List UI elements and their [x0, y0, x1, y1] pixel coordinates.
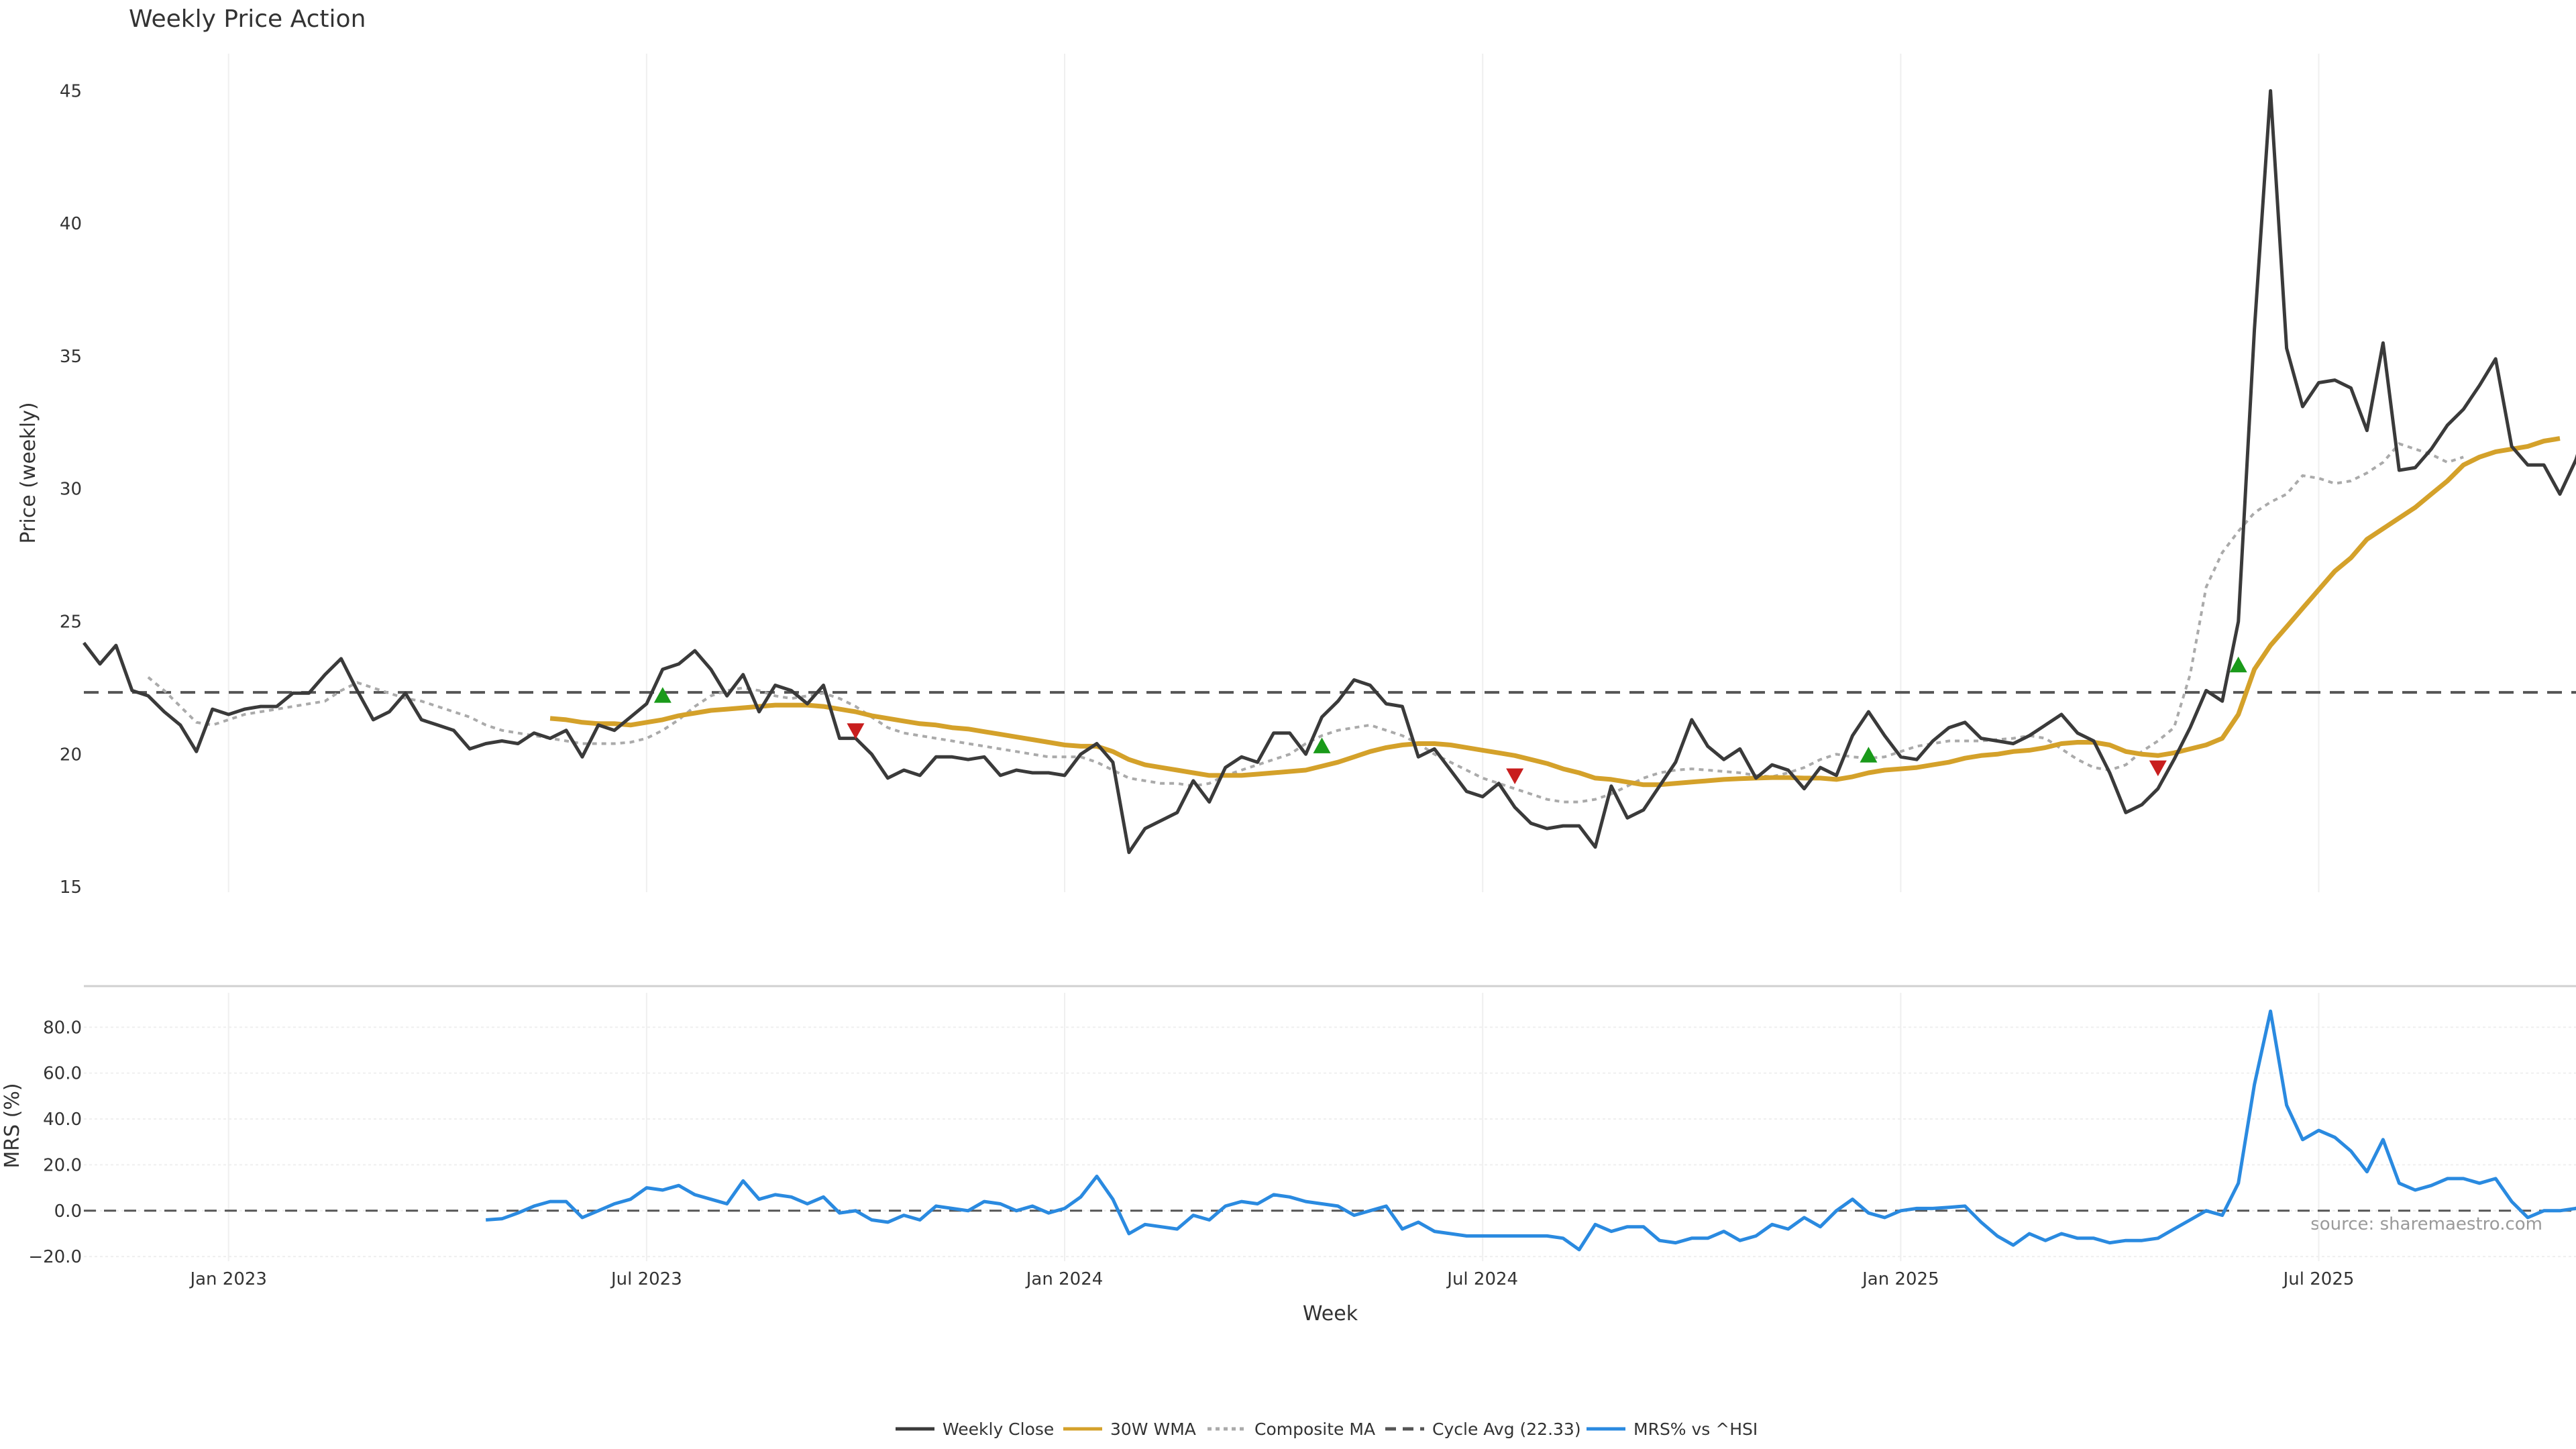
- legend-item: 30W WMA: [1063, 1419, 1196, 1439]
- signal-up-marker: [2229, 656, 2247, 673]
- mrs-axis-label: MRS (%): [1, 1083, 24, 1168]
- signal-down-marker: [847, 723, 865, 739]
- x-tick-label: Jul 2024: [1446, 1269, 1518, 1289]
- grid: [84, 54, 2576, 1261]
- legend-label: Cycle Avg (22.33): [1432, 1419, 1581, 1439]
- x-tick-label: Jan 2025: [1861, 1269, 1939, 1289]
- x-tick-label: Jan 2023: [189, 1269, 267, 1289]
- price-y-tick-label: 20: [60, 745, 82, 765]
- source-note: source: sharemaestro.com: [2310, 1214, 2542, 1234]
- x-tick-label: Jan 2024: [1025, 1269, 1104, 1289]
- legend-item: Cycle Avg (22.33): [1385, 1419, 1581, 1439]
- legend-label: Composite MA: [1254, 1419, 1375, 1439]
- legend-item: MRS% vs ^HSI: [1587, 1419, 1758, 1439]
- composite-ma-line: [147, 442, 2464, 804]
- mrs-y-tick-label: 20.0: [43, 1155, 82, 1175]
- price-axis-label: Price (weekly): [17, 402, 40, 543]
- mrs-y-tick-label: 80.0: [43, 1018, 82, 1038]
- legend-label: 30W WMA: [1110, 1419, 1196, 1439]
- signal-up-marker: [1860, 747, 1878, 763]
- price-y-tick-label: 45: [60, 81, 82, 101]
- mrs-y-tick-label: 60.0: [43, 1064, 82, 1084]
- signal-up-marker: [653, 687, 672, 703]
- wma-30w-line: [549, 436, 2561, 788]
- price-y-tick-label: 30: [60, 480, 82, 500]
- tick-labels: Jan 2023 Jul 2023 Jan 2024 Jul 2024 Jan 2025…: [28, 81, 2354, 1289]
- series: [83, 89, 2576, 1252]
- signal-markers: [653, 656, 2247, 784]
- mrs-y-tick-label: 40.0: [43, 1110, 82, 1130]
- x-axis-label: Week: [1303, 1302, 1358, 1326]
- price-y-tick-label: 40: [60, 214, 82, 234]
- signal-up-marker: [1313, 737, 1331, 753]
- weekly-close-line: [83, 89, 2576, 855]
- x-tick-label: Jul 2023: [610, 1269, 682, 1289]
- mrs-y-tick-label: −20.0: [28, 1247, 82, 1267]
- legend: Weekly Close 30W WMA Composite MA Cycle Avg…: [896, 1419, 1758, 1439]
- legend-item: Weekly Close: [896, 1419, 1054, 1439]
- mrs-line: [486, 1009, 2576, 1252]
- mrs-y-tick-label: 0.0: [54, 1201, 82, 1222]
- chart-title: Weekly Price Action: [129, 5, 366, 33]
- reference-lines: [84, 691, 2576, 1212]
- price-y-tick-label: 25: [60, 612, 82, 633]
- legend-label: Weekly Close: [943, 1419, 1054, 1439]
- legend-label: MRS% vs ^HSI: [1633, 1419, 1758, 1439]
- price-y-tick-label: 35: [60, 347, 82, 367]
- signal-down-marker: [2149, 760, 2167, 777]
- signal-down-marker: [1506, 768, 1524, 784]
- price-y-tick-label: 15: [60, 877, 82, 898]
- x-tick-label: Jul 2025: [2282, 1269, 2355, 1289]
- legend-item: Composite MA: [1208, 1419, 1375, 1439]
